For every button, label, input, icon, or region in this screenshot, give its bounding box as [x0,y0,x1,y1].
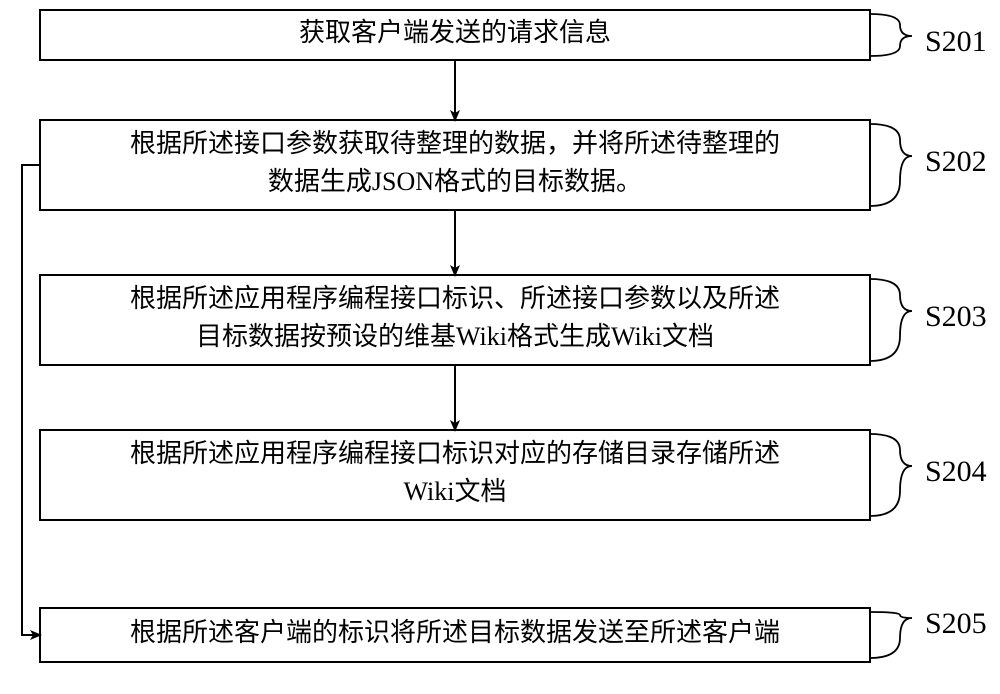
step-label-s204: S204 [925,455,987,488]
step-bracket [870,279,912,361]
flow-step-text: 数据生成JSON格式的目标数据。 [268,167,642,196]
step-bracket [870,434,912,516]
step-label-s202: S202 [925,145,987,178]
flow-step-text: 获取客户端发送的请求信息 [299,18,611,47]
step-bracket [870,612,912,658]
step-label-s205: S205 [925,607,987,640]
flow-step-text: 根据所述接口参数获取待整理的数据，并将所述待整理的 [130,129,780,158]
step-bracket [870,124,912,206]
flow-step-text: 目标数据按预设的维基Wiki格式生成Wiki文档 [196,322,714,351]
step-bracket [870,14,912,56]
flow-step-text: 根据所述客户端的标识将所述目标数据发送至所述客户端 [130,618,780,647]
step-label-s201: S201 [925,25,987,58]
flow-step-text: 根据所述应用程序编程接口标识对应的存储目录存储所述 [130,439,780,468]
flow-side-connector [22,165,40,635]
flow-step-text: 根据所述应用程序编程接口标识、所述接口参数以及所述 [130,284,780,313]
step-label-s203: S203 [925,300,987,333]
flow-step-text: Wiki文档 [404,477,507,506]
